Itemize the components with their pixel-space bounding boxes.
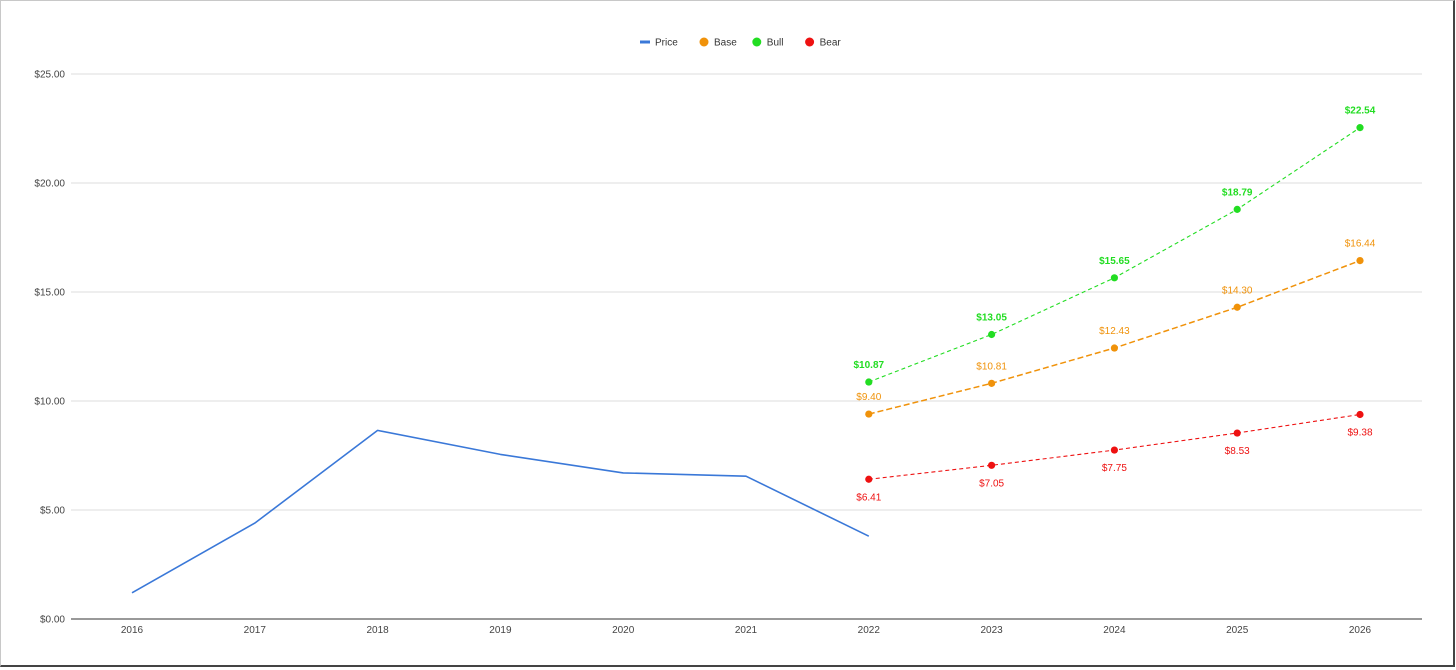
- data-point-base: [1233, 303, 1241, 311]
- series-price: [131, 429, 870, 594]
- data-point-base: [865, 410, 873, 418]
- legend[interactable]: Price Base Bull Bear: [640, 37, 842, 49]
- grid-lines: [71, 73, 1422, 620]
- y-tick-label: $0.00: [40, 615, 65, 626]
- data-point-bear: [988, 461, 996, 469]
- data-point-base: [1110, 344, 1118, 352]
- data-point-bear: [1233, 429, 1241, 437]
- data-label-bull: $22.54: [1345, 106, 1376, 117]
- x-tick-label: 2020: [612, 625, 635, 636]
- data-label-base: $9.40: [856, 392, 881, 403]
- data-label-bull: $10.87: [854, 360, 885, 371]
- x-axis: 2016 2017 2018 2019 2020 2021 2022 2023 2024 2025…: [121, 625, 1372, 636]
- data-label-bear: $9.38: [1347, 428, 1372, 439]
- data-label-bull: $18.79: [1222, 187, 1253, 198]
- series-group: $9.40 $10.81 $12.43 $14.30 $16.44 $10.87 $13.0…: [131, 106, 1376, 594]
- data-point-bull: [1233, 205, 1241, 213]
- x-tick-label: 2025: [1226, 625, 1249, 636]
- data-point-bull: [1356, 124, 1364, 132]
- legend-label-base: Base: [714, 38, 737, 49]
- series-base: $9.40 $10.81 $12.43 $14.30 $16.44: [856, 239, 1376, 418]
- x-tick-label: 2024: [1103, 625, 1126, 636]
- x-tick-label: 2023: [980, 625, 1003, 636]
- data-point-base: [988, 379, 996, 387]
- legend-label-bull: Bull: [767, 38, 784, 49]
- data-point-base: [1356, 257, 1364, 265]
- data-point-bull: [1110, 274, 1118, 282]
- series-line-price: [131, 429, 870, 594]
- legend-item-bull[interactable]: Bull: [752, 37, 784, 49]
- series-bear: $6.41 $7.05 $7.75 $8.53 $9.38: [856, 410, 1373, 503]
- y-tick-label: $15.00: [34, 288, 65, 299]
- data-label-base: $16.44: [1345, 239, 1376, 250]
- y-tick-label: $20.00: [34, 179, 65, 190]
- legend-swatch-bear: [805, 37, 815, 47]
- legend-label-price: Price: [655, 38, 678, 49]
- data-label-base: $12.43: [1099, 326, 1130, 337]
- data-point-bear: [1356, 410, 1364, 419]
- y-tick-label: $5.00: [40, 506, 65, 517]
- legend-swatch-bull: [752, 37, 762, 47]
- data-label-base: $14.30: [1222, 285, 1253, 296]
- data-label-bear: $7.05: [979, 478, 1004, 489]
- legend-swatch-base: [699, 37, 709, 47]
- data-label-base: $10.81: [976, 361, 1007, 372]
- y-axis: $0.00 $5.00 $10.00 $15.00 $20.00 $25.00: [34, 70, 65, 626]
- legend-label-bear: Bear: [820, 38, 842, 49]
- legend-swatch-price: [640, 40, 650, 44]
- data-point-bear: [1110, 446, 1118, 454]
- data-label-bull: $15.65: [1099, 256, 1130, 267]
- legend-item-bear[interactable]: Bear: [805, 37, 842, 49]
- y-tick-label: $25.00: [34, 70, 65, 81]
- data-point-bull: [865, 378, 873, 386]
- legend-item-price[interactable]: Price: [640, 38, 678, 49]
- data-label-bear: $8.53: [1225, 446, 1250, 457]
- x-tick-label: 2022: [858, 625, 881, 636]
- data-point-bull: [988, 330, 996, 339]
- data-point-bear: [865, 475, 873, 483]
- x-tick-label: 2019: [489, 625, 512, 636]
- x-tick-label: 2017: [244, 625, 267, 636]
- series-line-bull: [868, 127, 1361, 383]
- series-bull: $10.87 $13.05 $15.65 $18.79 $22.54: [854, 106, 1376, 386]
- data-label-bear: $6.41: [856, 492, 881, 503]
- x-tick-label: 2026: [1349, 625, 1372, 636]
- y-tick-label: $10.00: [34, 397, 65, 408]
- x-tick-label: 2021: [735, 625, 758, 636]
- legend-item-base[interactable]: Base: [699, 37, 738, 49]
- data-label-bull: $13.05: [976, 313, 1007, 324]
- data-label-bear: $7.75: [1102, 463, 1127, 474]
- x-tick-label: 2018: [366, 625, 389, 636]
- x-tick-label: 2016: [121, 625, 144, 636]
- series-line-base: [868, 259, 1361, 415]
